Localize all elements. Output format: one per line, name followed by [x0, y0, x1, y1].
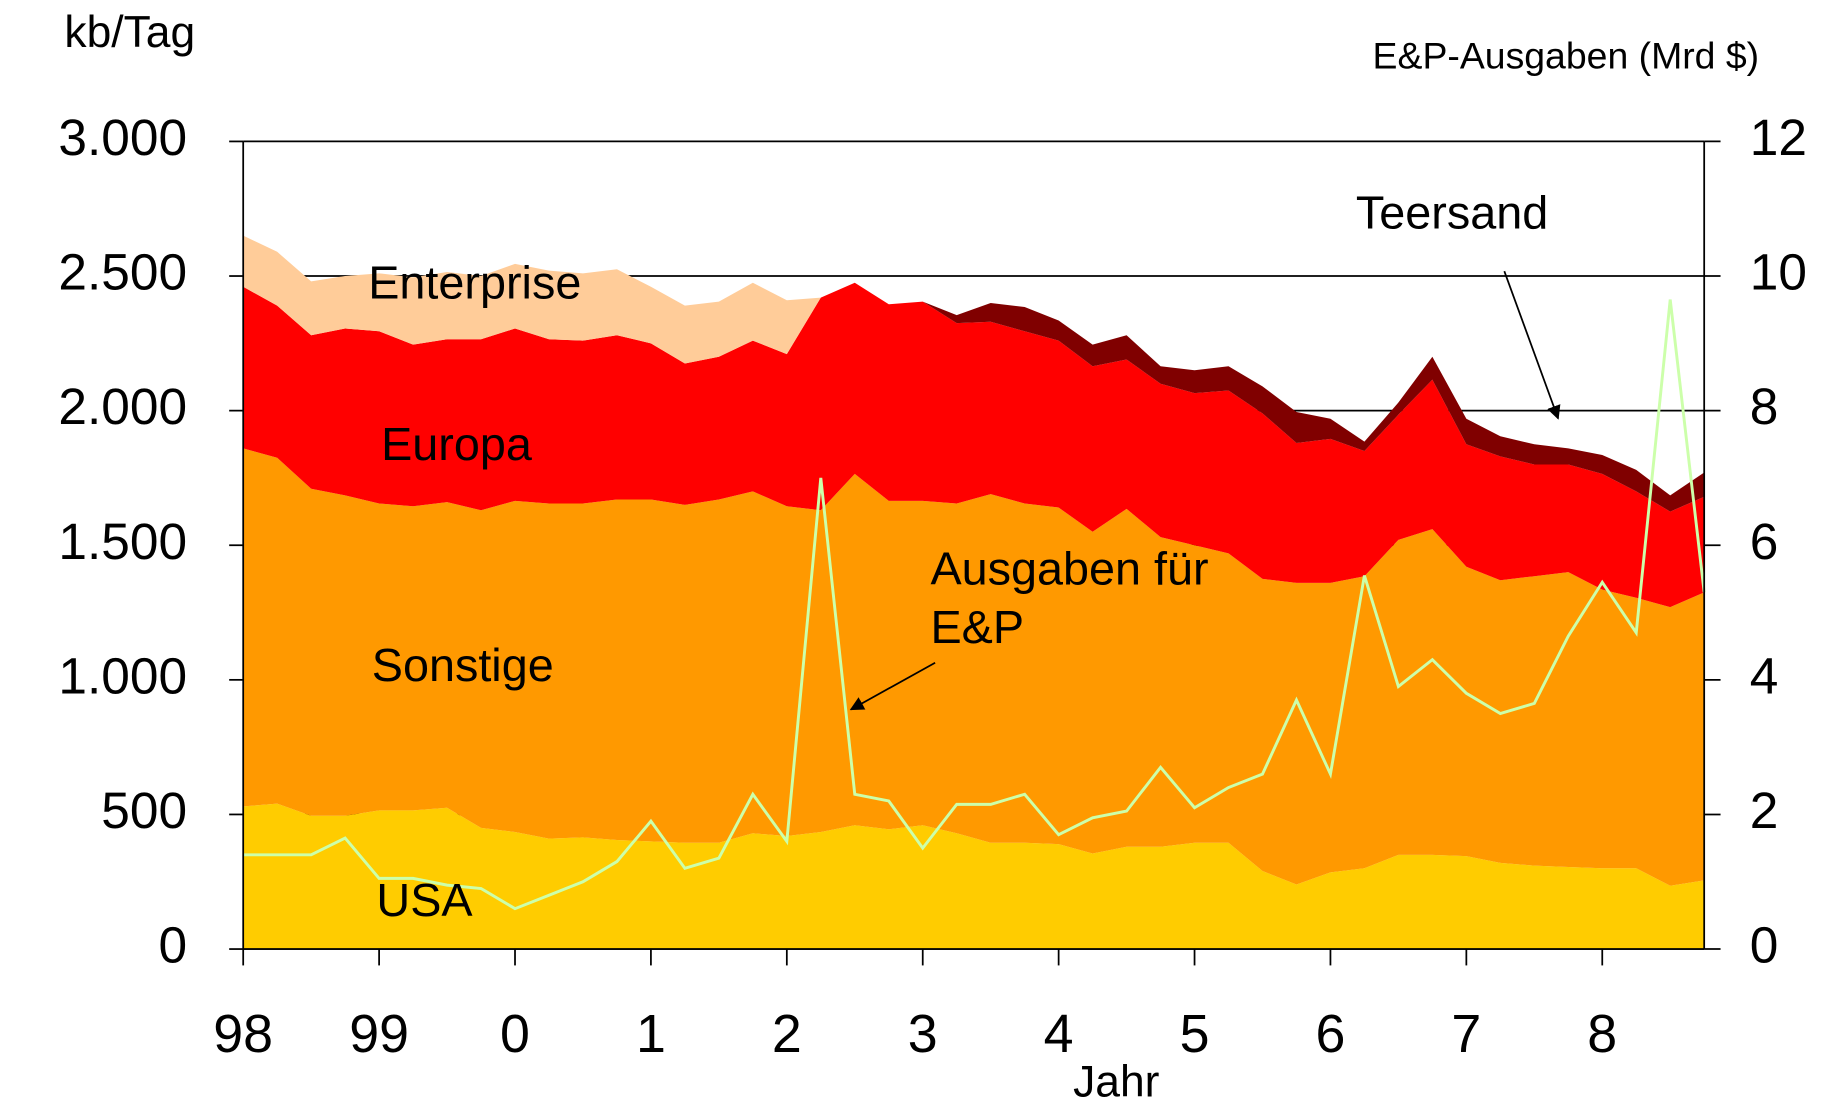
- y2-tick-label: 8: [1750, 377, 1779, 435]
- x-tick-label: 7: [1451, 1004, 1481, 1064]
- area: [243, 282, 1705, 608]
- y-tick-label: 2.500: [58, 243, 187, 301]
- y2-tick-label: 12: [1750, 108, 1807, 166]
- line: [243, 299, 1706, 911]
- x-tick-label: 0: [500, 1004, 530, 1064]
- x-tick-label: 2: [772, 1004, 802, 1064]
- y2-tick-label: 4: [1750, 646, 1779, 704]
- x-tick-label: 4: [1044, 1004, 1074, 1064]
- y-tick-label: 1.000: [58, 646, 187, 704]
- y2-tick-label: 10: [1750, 243, 1807, 301]
- x-tick-label: 6: [1315, 1004, 1345, 1064]
- area-layer: [243, 235, 1706, 950]
- y-tick-label: 500: [101, 781, 187, 839]
- annotation-arrow: [1503, 270, 1561, 420]
- y-tick-label: 0: [159, 916, 188, 974]
- x-axis-title: Jahr: [1073, 1057, 1160, 1101]
- area: [243, 448, 1705, 886]
- area: [243, 803, 1705, 950]
- x-tick-label: 3: [908, 1004, 938, 1064]
- series-label: Sonstige: [372, 639, 554, 691]
- y-tick-label: 2.000: [58, 377, 187, 435]
- x-tick-label: 98: [213, 1004, 273, 1064]
- y-tick-label: 3.000: [58, 108, 187, 166]
- y2-tick-label: 6: [1750, 512, 1779, 570]
- series-label: Ausgaben für E&P: [930, 543, 1209, 654]
- axis-layer: 05001.0001.5002.0002.5003.00002468101298…: [58, 108, 1807, 1064]
- x-tick-label: 5: [1180, 1004, 1210, 1064]
- series-label: USA: [376, 874, 473, 926]
- y2-tick-label: 0: [1750, 916, 1779, 974]
- annotation-arrow: [849, 661, 936, 711]
- y2-tick-label: 2: [1750, 781, 1779, 839]
- series-label: Europa: [381, 418, 532, 470]
- y-tick-label: 1.500: [58, 512, 187, 570]
- x-tick-label: 99: [349, 1004, 409, 1064]
- series-label: Enterprise: [368, 257, 581, 309]
- x-tick-label: 1: [636, 1004, 666, 1064]
- series-label: Teersand: [1356, 187, 1548, 239]
- y2-axis-title: E&P-Ausgaben (Mrd $): [1373, 34, 1760, 76]
- area: [243, 235, 1705, 512]
- y-axis-title: kb/Tag: [64, 8, 195, 57]
- x-tick-label: 8: [1587, 1004, 1617, 1064]
- series-label-box: Ausgaben für E&P: [930, 543, 1209, 654]
